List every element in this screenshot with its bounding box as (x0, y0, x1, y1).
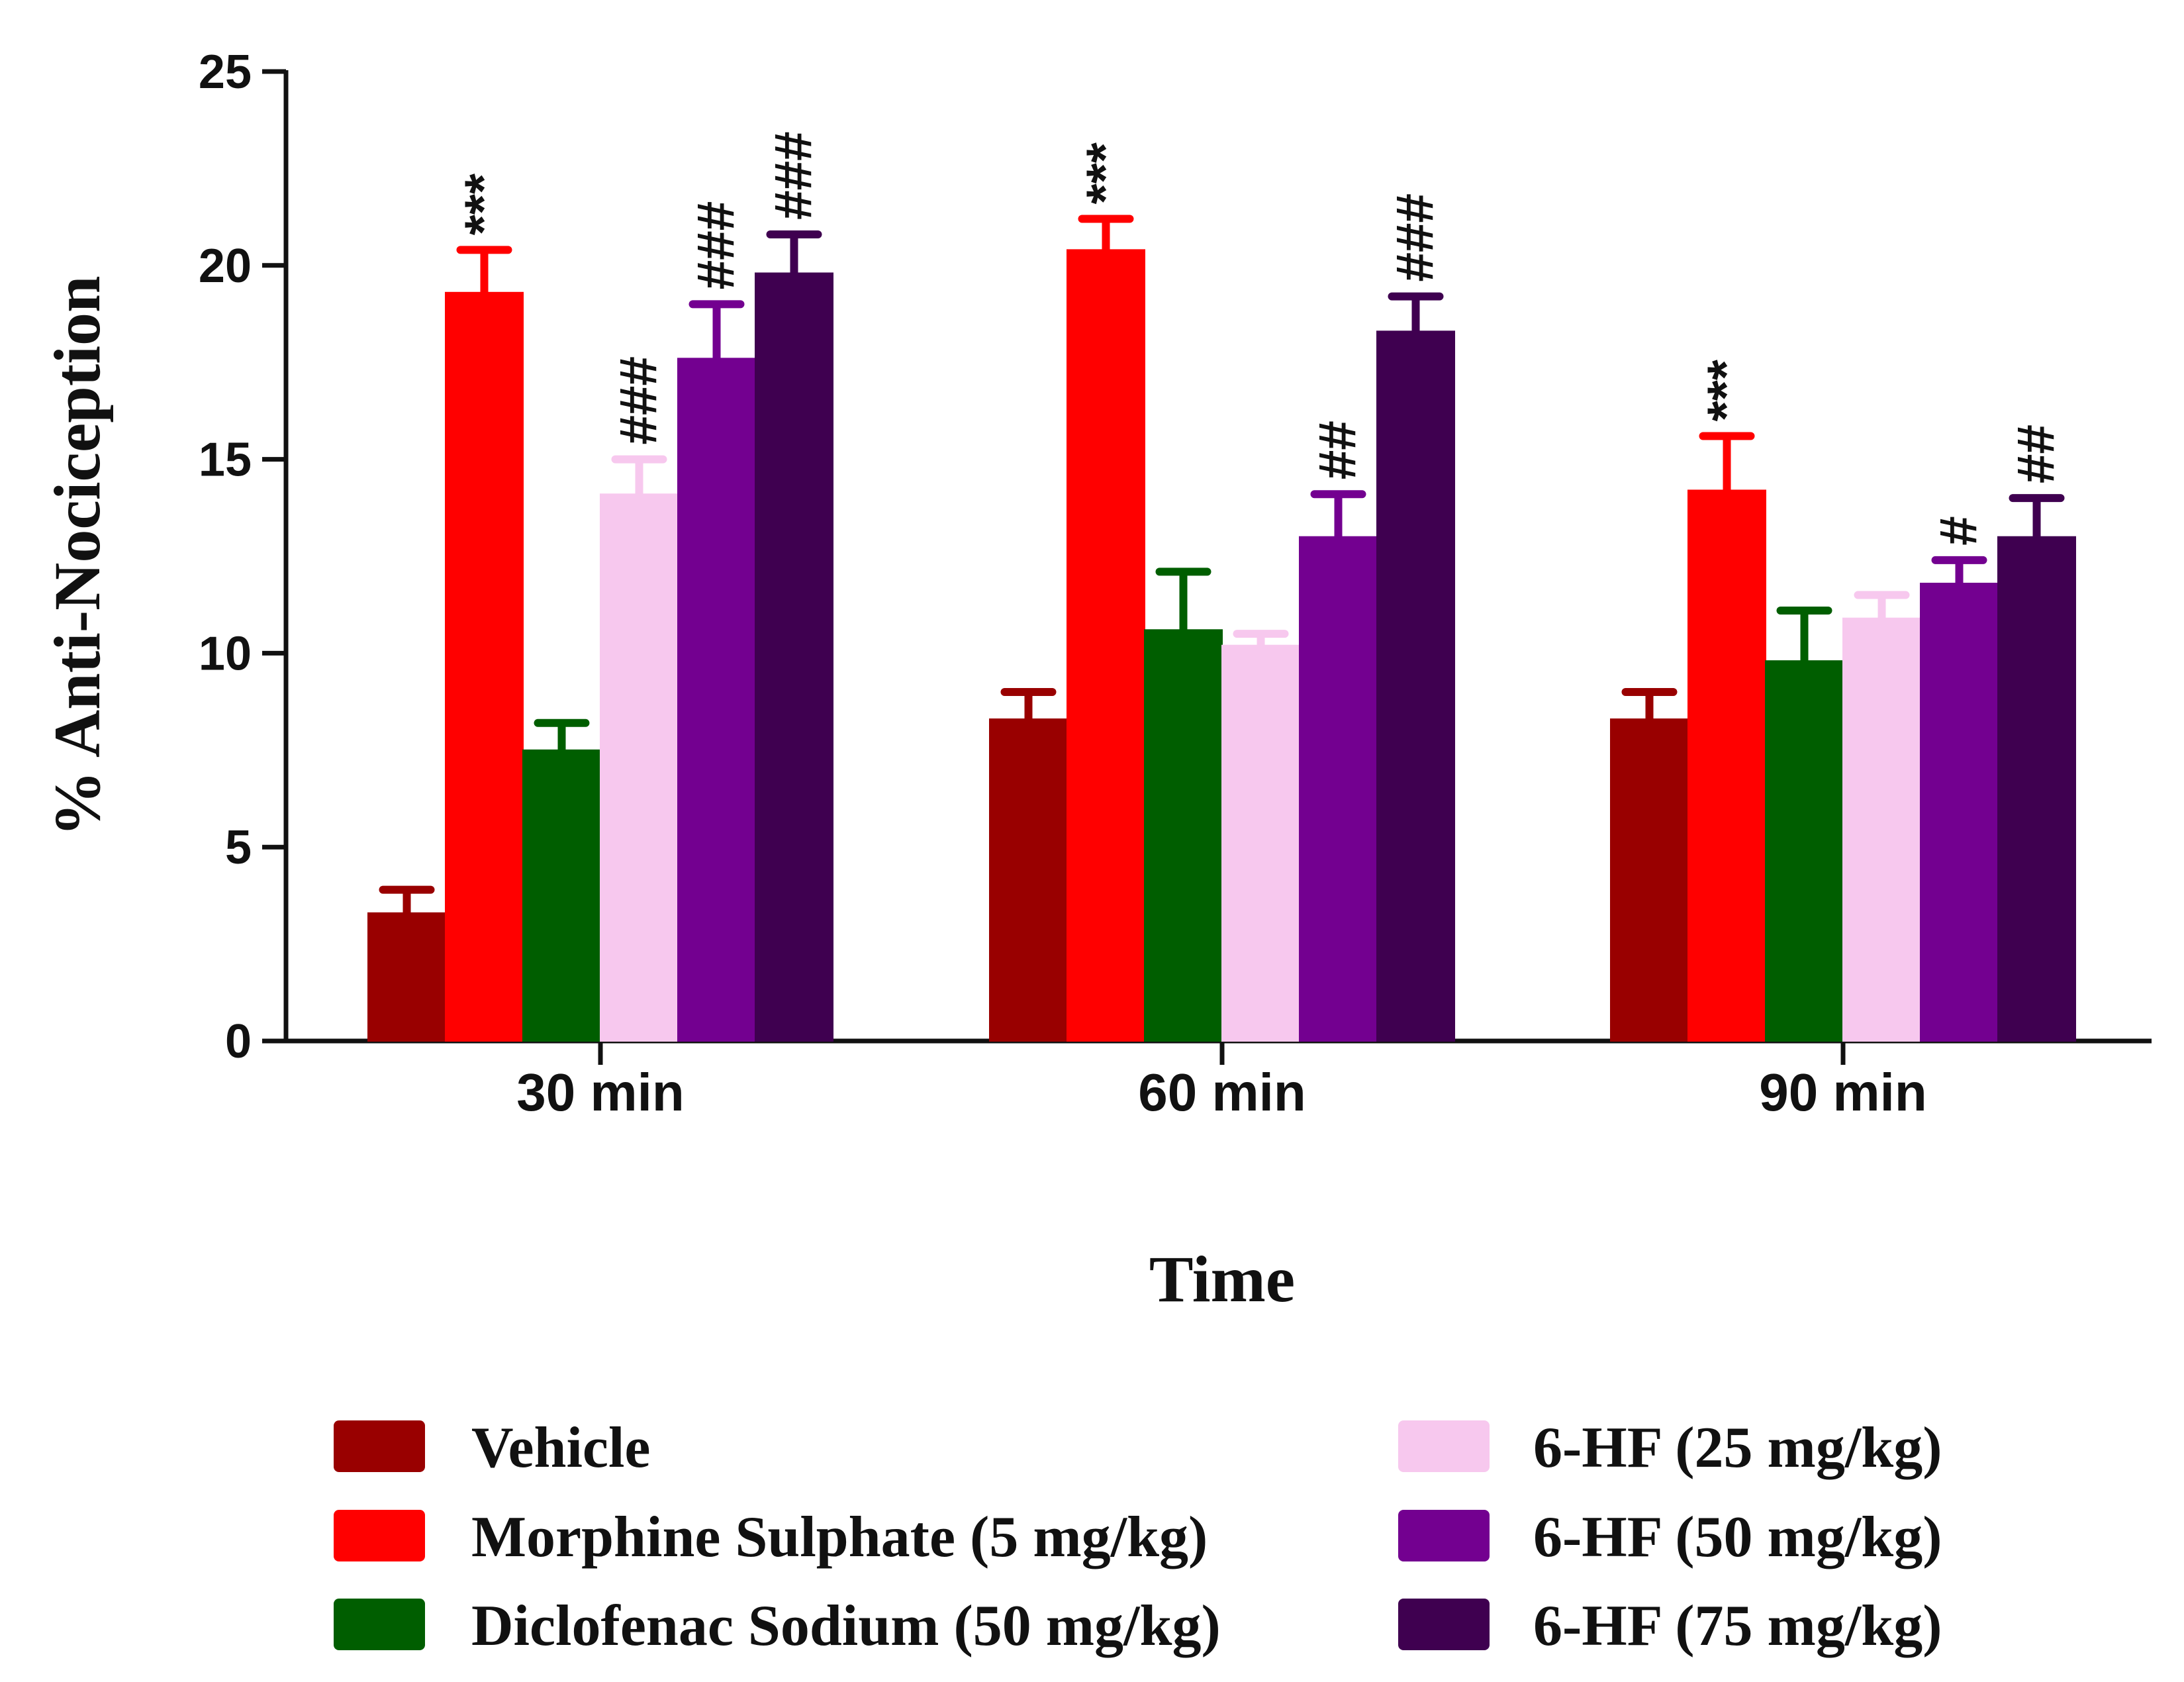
chart-labels: 30 min***#########60 min***#####90 min**… (40, 131, 2065, 1316)
y-tick-label: 5 (225, 821, 252, 874)
bar (1067, 249, 1145, 1042)
bar (1221, 644, 1300, 1042)
bar (1997, 536, 2076, 1042)
legend-label: Vehicle (471, 1416, 651, 1480)
bar (367, 912, 446, 1042)
chart-bars (367, 215, 2076, 1042)
significance-label: ### (609, 356, 668, 444)
significance-label: ### (764, 131, 823, 219)
bar (1842, 617, 1921, 1042)
legend-swatch (1398, 1599, 1490, 1650)
y-tick-label: 0 (225, 1015, 252, 1068)
bar (1610, 718, 1689, 1042)
legend-label: 6-HF (25 mg/kg) (1533, 1416, 1942, 1480)
x-tick-label: 90 min (1759, 1063, 1926, 1122)
legend-swatch (334, 1599, 425, 1650)
significance-label: # (1929, 516, 1988, 546)
legend-label: Morphine Sulphate (5 mg/kg) (471, 1505, 1208, 1569)
bar (522, 749, 601, 1042)
bar (989, 718, 1068, 1042)
x-tick-label: 60 min (1138, 1063, 1306, 1122)
legend-label: 6-HF (50 mg/kg) (1533, 1505, 1942, 1569)
legend-label: 6-HF (75 mg/kg) (1533, 1594, 1942, 1658)
bar (1687, 489, 1766, 1042)
bar (1144, 629, 1223, 1042)
bar (1765, 660, 1844, 1042)
bar (1299, 536, 1378, 1042)
chart-legend: Vehicle Morphine Sulphate (5 mg/kg) Diclof… (334, 1416, 1942, 1658)
significance-label: *** (1697, 359, 1756, 421)
legend-label: Diclofenac Sodium (50 mg/kg) (471, 1594, 1221, 1658)
y-tick-label: 20 (199, 240, 252, 293)
significance-label: ## (2007, 424, 2065, 483)
x-tick-label: 30 min (516, 1063, 684, 1122)
significance-label: ### (1386, 193, 1445, 281)
x-axis-title: Time (1149, 1242, 1295, 1316)
bar (677, 358, 756, 1042)
significance-label: *** (454, 173, 513, 235)
significance-label: ### (687, 201, 745, 289)
bar (445, 291, 524, 1042)
significance-label: *** (1076, 142, 1135, 204)
y-tick-label: 25 (199, 46, 252, 99)
y-axis-title: % Anti-Nociception (40, 275, 114, 836)
y-tick-label: 10 (199, 627, 252, 680)
y-tick-label: 15 (199, 434, 252, 487)
bar (1920, 582, 1999, 1042)
legend-swatch (1398, 1420, 1490, 1472)
bar (1376, 330, 1455, 1042)
legend-swatch (334, 1420, 425, 1472)
significance-label: ## (1308, 420, 1367, 479)
legend-swatch (334, 1510, 425, 1561)
bar (600, 493, 679, 1042)
bar (755, 272, 833, 1042)
legend-swatch (1398, 1510, 1490, 1561)
